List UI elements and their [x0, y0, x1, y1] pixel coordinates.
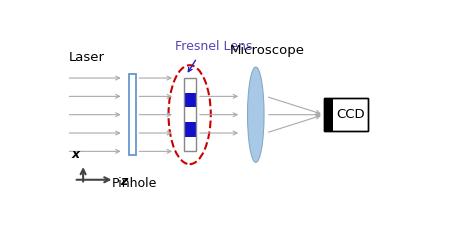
Text: CCD: CCD [337, 108, 365, 121]
Bar [184, 93, 196, 107]
Text: Fresnel Lens: Fresnel Lens [175, 40, 252, 53]
Text: Laser: Laser [69, 51, 105, 64]
Bar [129, 74, 136, 155]
Text: Pinhole: Pinhole [112, 177, 157, 190]
Bar [184, 78, 196, 151]
Text: Microscope: Microscope [229, 44, 304, 57]
Bar [324, 98, 368, 131]
Ellipse shape [247, 67, 264, 162]
Text: z: z [120, 175, 127, 188]
Bar [184, 78, 196, 151]
Text: x: x [72, 148, 80, 160]
Bar [324, 98, 333, 131]
Bar [184, 122, 196, 137]
Bar [324, 98, 368, 131]
